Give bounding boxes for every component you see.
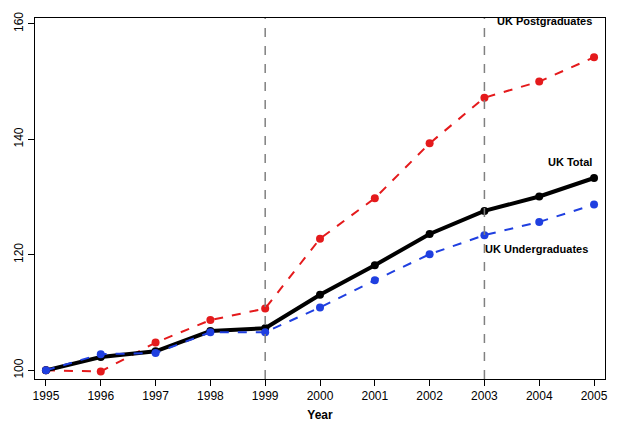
svg-text:2003: 2003 bbox=[471, 389, 498, 403]
svg-text:2005: 2005 bbox=[581, 389, 608, 403]
svg-text:2002: 2002 bbox=[416, 389, 443, 403]
svg-text:2000: 2000 bbox=[307, 389, 334, 403]
svg-text:120: 120 bbox=[12, 243, 26, 263]
svg-text:1995: 1995 bbox=[33, 389, 60, 403]
svg-text:1996: 1996 bbox=[87, 389, 114, 403]
svg-text:1998: 1998 bbox=[197, 389, 224, 403]
svg-text:100: 100 bbox=[12, 358, 26, 378]
svg-text:140: 140 bbox=[12, 127, 26, 147]
svg-text:2001: 2001 bbox=[361, 389, 388, 403]
svg-text:UK Undergraduates: UK Undergraduates bbox=[485, 243, 588, 255]
svg-text:UK Total: UK Total bbox=[548, 156, 592, 168]
svg-text:Year: Year bbox=[307, 408, 333, 422]
svg-text:1999: 1999 bbox=[252, 389, 279, 403]
svg-text:2004: 2004 bbox=[526, 389, 553, 403]
svg-text:UK Postgraduates: UK Postgraduates bbox=[497, 15, 592, 27]
svg-text:160: 160 bbox=[12, 12, 26, 32]
svg-text:1997: 1997 bbox=[142, 389, 169, 403]
